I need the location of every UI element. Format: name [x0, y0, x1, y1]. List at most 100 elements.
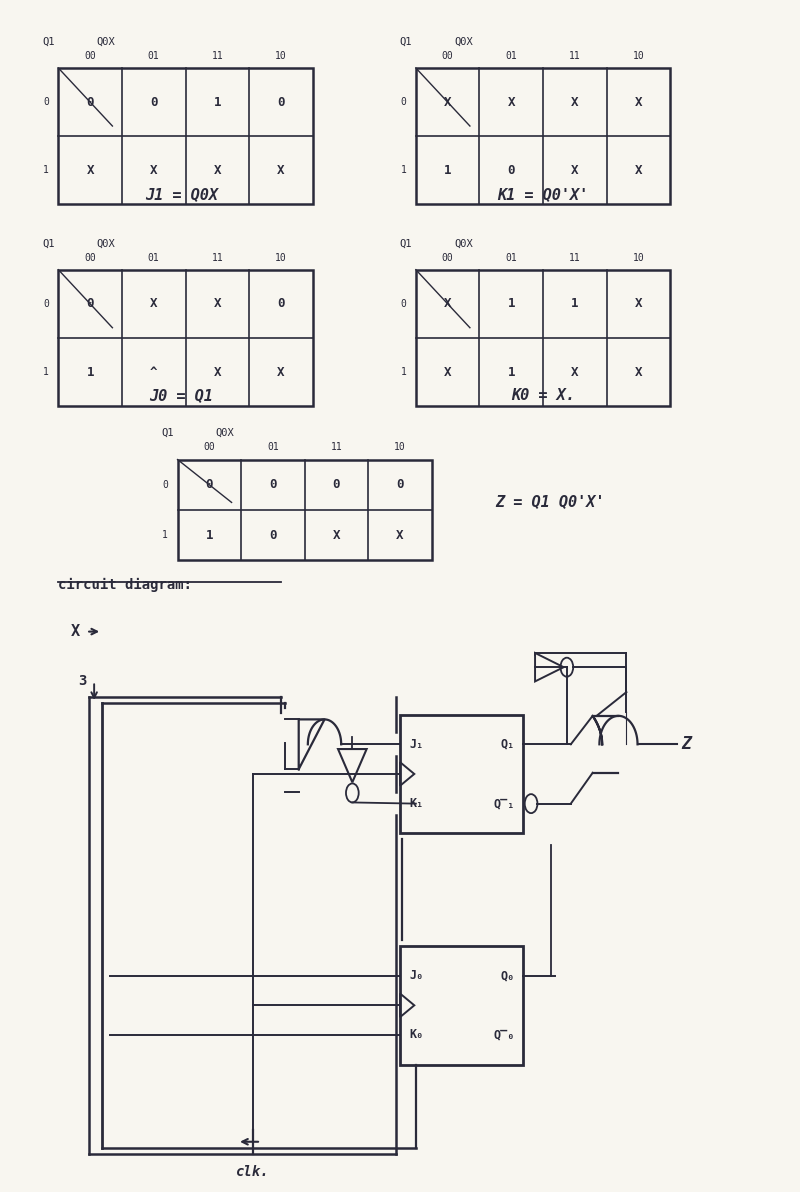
Text: 0: 0 — [86, 297, 94, 310]
Text: 0: 0 — [150, 95, 158, 108]
Text: J₀: J₀ — [410, 969, 424, 982]
Text: 10: 10 — [633, 51, 644, 61]
Text: Q1: Q1 — [399, 238, 412, 248]
Text: X: X — [634, 95, 642, 108]
Text: 0: 0 — [277, 95, 285, 108]
Bar — [178, 460, 432, 560]
Text: Q₁: Q₁ — [501, 738, 515, 751]
Text: K₀: K₀ — [410, 1029, 424, 1042]
Text: 1: 1 — [214, 95, 221, 108]
Text: 10: 10 — [633, 253, 644, 262]
Text: 1: 1 — [401, 166, 406, 175]
Text: X: X — [70, 625, 79, 639]
Text: Q̅₀: Q̅₀ — [494, 1029, 515, 1042]
Text: Q0X: Q0X — [454, 238, 473, 248]
Text: X: X — [214, 297, 221, 310]
Text: X: X — [444, 366, 451, 379]
Text: Z = Q1 Q0'X': Z = Q1 Q0'X' — [495, 493, 605, 509]
Text: X: X — [86, 163, 94, 176]
Text: 1: 1 — [206, 529, 213, 541]
Text: 00: 00 — [442, 51, 454, 61]
Text: circuit diagram:: circuit diagram: — [58, 578, 192, 592]
Text: Z: Z — [682, 735, 691, 753]
Text: X: X — [150, 297, 158, 310]
Text: 10: 10 — [275, 51, 286, 61]
Text: 01: 01 — [506, 51, 517, 61]
Text: 0: 0 — [43, 299, 49, 309]
Bar — [58, 269, 313, 406]
Text: X: X — [571, 163, 578, 176]
Text: X: X — [214, 366, 221, 379]
Text: Q0X: Q0X — [454, 37, 473, 46]
Text: X: X — [634, 163, 642, 176]
Text: X: X — [214, 163, 221, 176]
Text: J₁: J₁ — [410, 738, 424, 751]
Text: X: X — [444, 95, 451, 108]
Text: Q1: Q1 — [161, 428, 174, 439]
Bar — [400, 946, 523, 1064]
Text: 0: 0 — [277, 297, 285, 310]
Text: 11: 11 — [211, 51, 223, 61]
Text: 01: 01 — [267, 442, 278, 453]
Text: X: X — [396, 529, 404, 541]
Text: 0: 0 — [401, 97, 406, 107]
Bar — [400, 715, 523, 833]
Text: 10: 10 — [394, 442, 406, 453]
Text: 1: 1 — [86, 366, 94, 379]
Text: Q̅₁: Q̅₁ — [494, 797, 515, 811]
Text: ^: ^ — [150, 366, 158, 379]
Text: X: X — [277, 163, 285, 176]
Text: 11: 11 — [569, 51, 581, 61]
Text: 00: 00 — [84, 51, 96, 61]
Text: 11: 11 — [211, 253, 223, 262]
Text: X: X — [571, 366, 578, 379]
Text: 1: 1 — [401, 367, 406, 377]
Text: 0: 0 — [507, 163, 515, 176]
Text: 1: 1 — [444, 163, 451, 176]
Text: 00: 00 — [442, 253, 454, 262]
Bar — [416, 269, 670, 406]
Text: 0: 0 — [401, 299, 406, 309]
Text: 1: 1 — [162, 530, 168, 540]
Text: J1 = Q0X: J1 = Q0X — [145, 187, 218, 201]
Text: 1: 1 — [571, 297, 578, 310]
Text: 0: 0 — [333, 478, 340, 491]
Text: 10: 10 — [275, 253, 286, 262]
Text: 01: 01 — [148, 253, 159, 262]
Text: 1: 1 — [43, 367, 49, 377]
Text: Q0X: Q0X — [97, 37, 115, 46]
Text: clk.: clk. — [236, 1166, 270, 1180]
Text: 0: 0 — [269, 478, 277, 491]
Text: 0: 0 — [269, 529, 277, 541]
Text: 11: 11 — [330, 442, 342, 453]
Text: X: X — [571, 95, 578, 108]
Text: 01: 01 — [148, 51, 159, 61]
Text: K0 = X.: K0 = X. — [511, 389, 575, 403]
Text: J0 = Q1: J0 = Q1 — [150, 389, 214, 403]
Text: Q0X: Q0X — [97, 238, 115, 248]
Text: Q1: Q1 — [42, 37, 54, 46]
Text: X: X — [150, 163, 158, 176]
Text: 0: 0 — [162, 479, 168, 490]
Text: 3: 3 — [78, 675, 86, 689]
Bar — [58, 68, 313, 205]
Text: 11: 11 — [569, 253, 581, 262]
Text: Q₀: Q₀ — [501, 969, 515, 982]
Text: Q0X: Q0X — [216, 428, 234, 439]
Text: Q1: Q1 — [399, 37, 412, 46]
Text: X: X — [277, 366, 285, 379]
Text: 1: 1 — [43, 166, 49, 175]
Text: Q1: Q1 — [42, 238, 54, 248]
Text: 01: 01 — [506, 253, 517, 262]
Text: K1 = Q0'X': K1 = Q0'X' — [498, 187, 589, 201]
Text: 1: 1 — [507, 297, 515, 310]
Bar — [416, 68, 670, 205]
Text: 0: 0 — [43, 97, 49, 107]
Text: 1: 1 — [507, 366, 515, 379]
Text: X: X — [444, 297, 451, 310]
Text: X: X — [333, 529, 340, 541]
Text: X: X — [634, 366, 642, 379]
Text: X: X — [507, 95, 515, 108]
Text: X: X — [634, 297, 642, 310]
Text: 00: 00 — [84, 253, 96, 262]
